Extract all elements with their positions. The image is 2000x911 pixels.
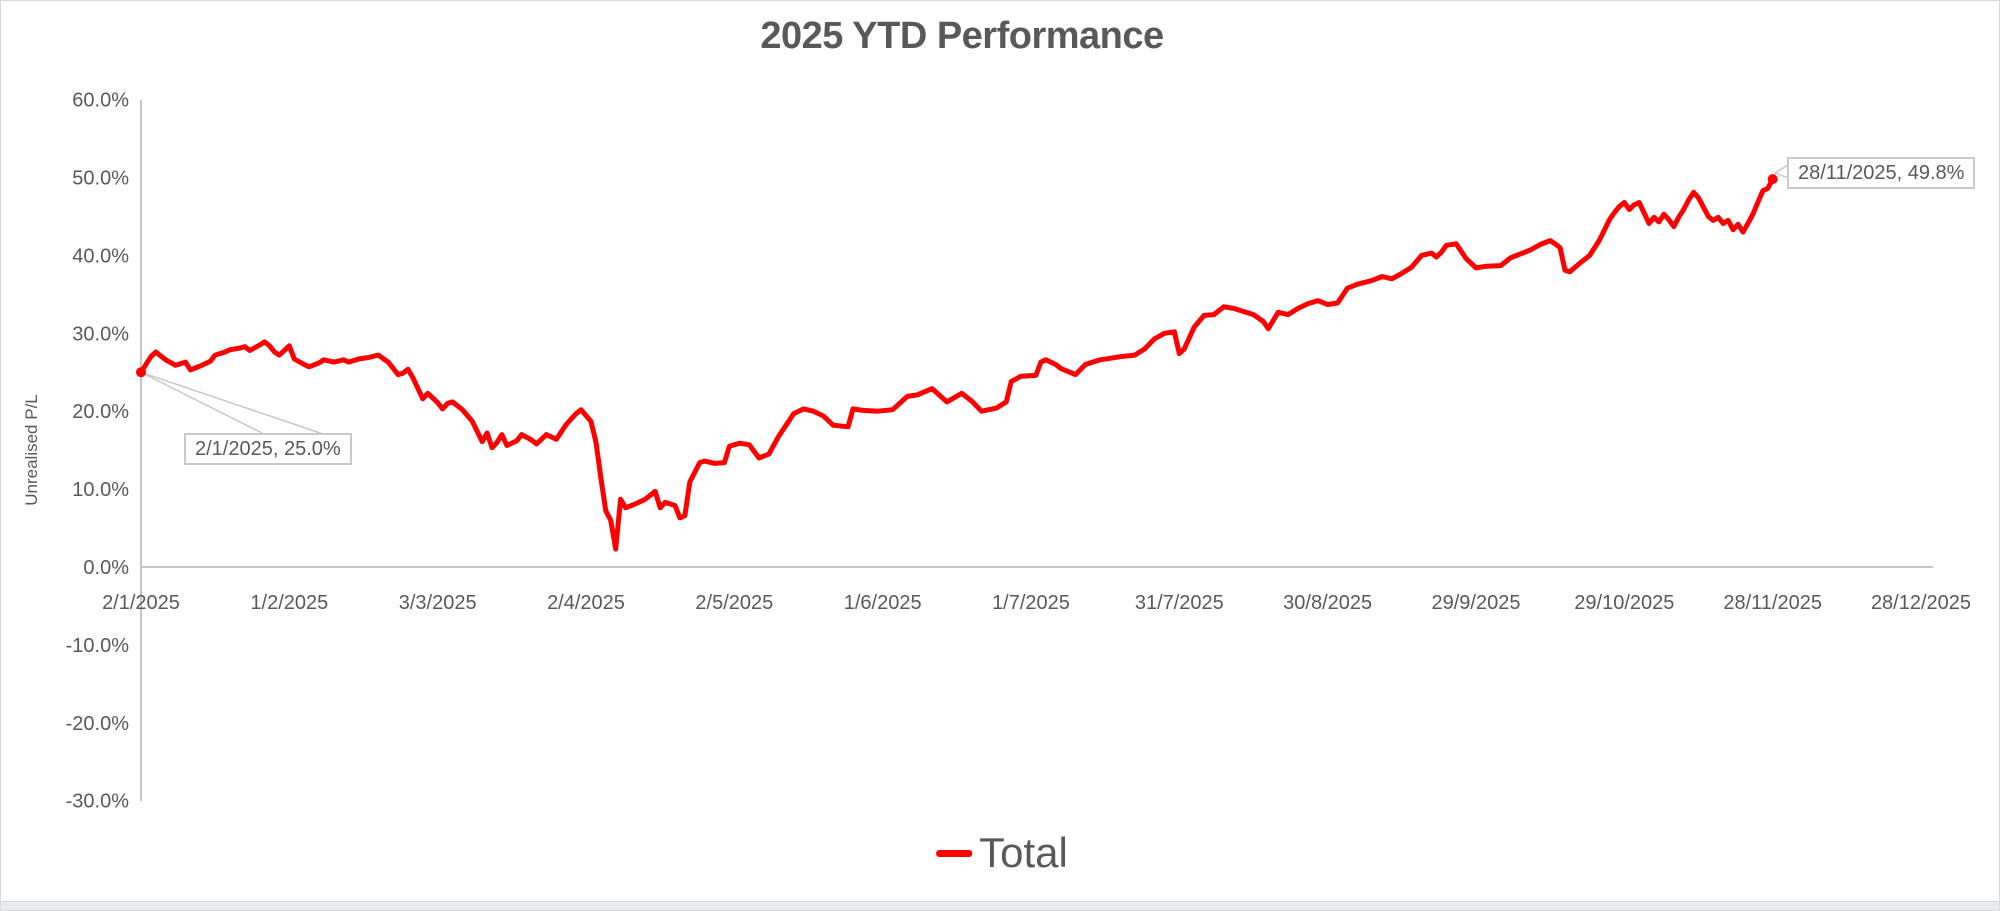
x-tick-label: 28/11/2025 xyxy=(1723,592,1822,614)
x-tick-label: 30/8/2025 xyxy=(1283,592,1372,614)
data-label-first-point: 2/1/2025, 25.0% xyxy=(184,433,352,465)
x-tick-label: 29/9/2025 xyxy=(1432,592,1521,614)
x-tick-label: 1/6/2025 xyxy=(844,592,922,614)
x-tick-label: 3/3/2025 xyxy=(399,592,477,614)
x-tick-label: 2/5/2025 xyxy=(695,592,773,614)
worksheet-background-strip xyxy=(1,901,1999,910)
x-tick-label: 2/1/2025 xyxy=(102,592,180,614)
y-tick-label: 60.0% xyxy=(72,90,129,112)
y-tick-label: 0.0% xyxy=(83,557,129,579)
total-series-line xyxy=(138,176,1776,552)
y-tick-label: 10.0% xyxy=(72,479,129,501)
data-label-first-point-text: 2/1/2025, 25.0% xyxy=(195,438,341,460)
y-tick-label: 30.0% xyxy=(72,323,129,345)
x-tick-label: 1/2/2025 xyxy=(250,592,328,614)
first-point-marker xyxy=(136,367,146,378)
y-tick-label: 20.0% xyxy=(72,401,129,423)
x-tick-label: 1/7/2025 xyxy=(992,592,1070,614)
legend-label-total: Total xyxy=(979,829,1068,876)
last-point-marker xyxy=(1767,174,1778,185)
x-tick-label: 28/12/2025 xyxy=(1871,592,1971,614)
y-tick-label: -20.0% xyxy=(66,713,130,735)
legend-line-swatch xyxy=(936,849,973,857)
legend: Total xyxy=(936,829,1068,876)
x-tick-label: 29/10/2025 xyxy=(1574,592,1674,614)
y-tick-label: -10.0% xyxy=(66,635,130,657)
callout-leader-line xyxy=(140,371,324,435)
y-tick-label: 40.0% xyxy=(72,245,129,267)
data-label-last-point: 28/11/2025, 49.8% xyxy=(1787,157,1976,189)
y-axis-title: Unrealised P/L xyxy=(22,394,41,506)
x-tick-label: 31/7/2025 xyxy=(1135,592,1224,614)
data-label-last-point-text: 28/11/2025, 49.8% xyxy=(1798,162,1965,184)
y-tick-label: -30.0% xyxy=(66,791,130,813)
chart-title: 2025 YTD Performance xyxy=(760,15,1164,57)
y-tick-label: 50.0% xyxy=(72,168,129,190)
x-tick-label: 2/4/2025 xyxy=(547,592,625,614)
callout-leader-line xyxy=(140,371,265,435)
